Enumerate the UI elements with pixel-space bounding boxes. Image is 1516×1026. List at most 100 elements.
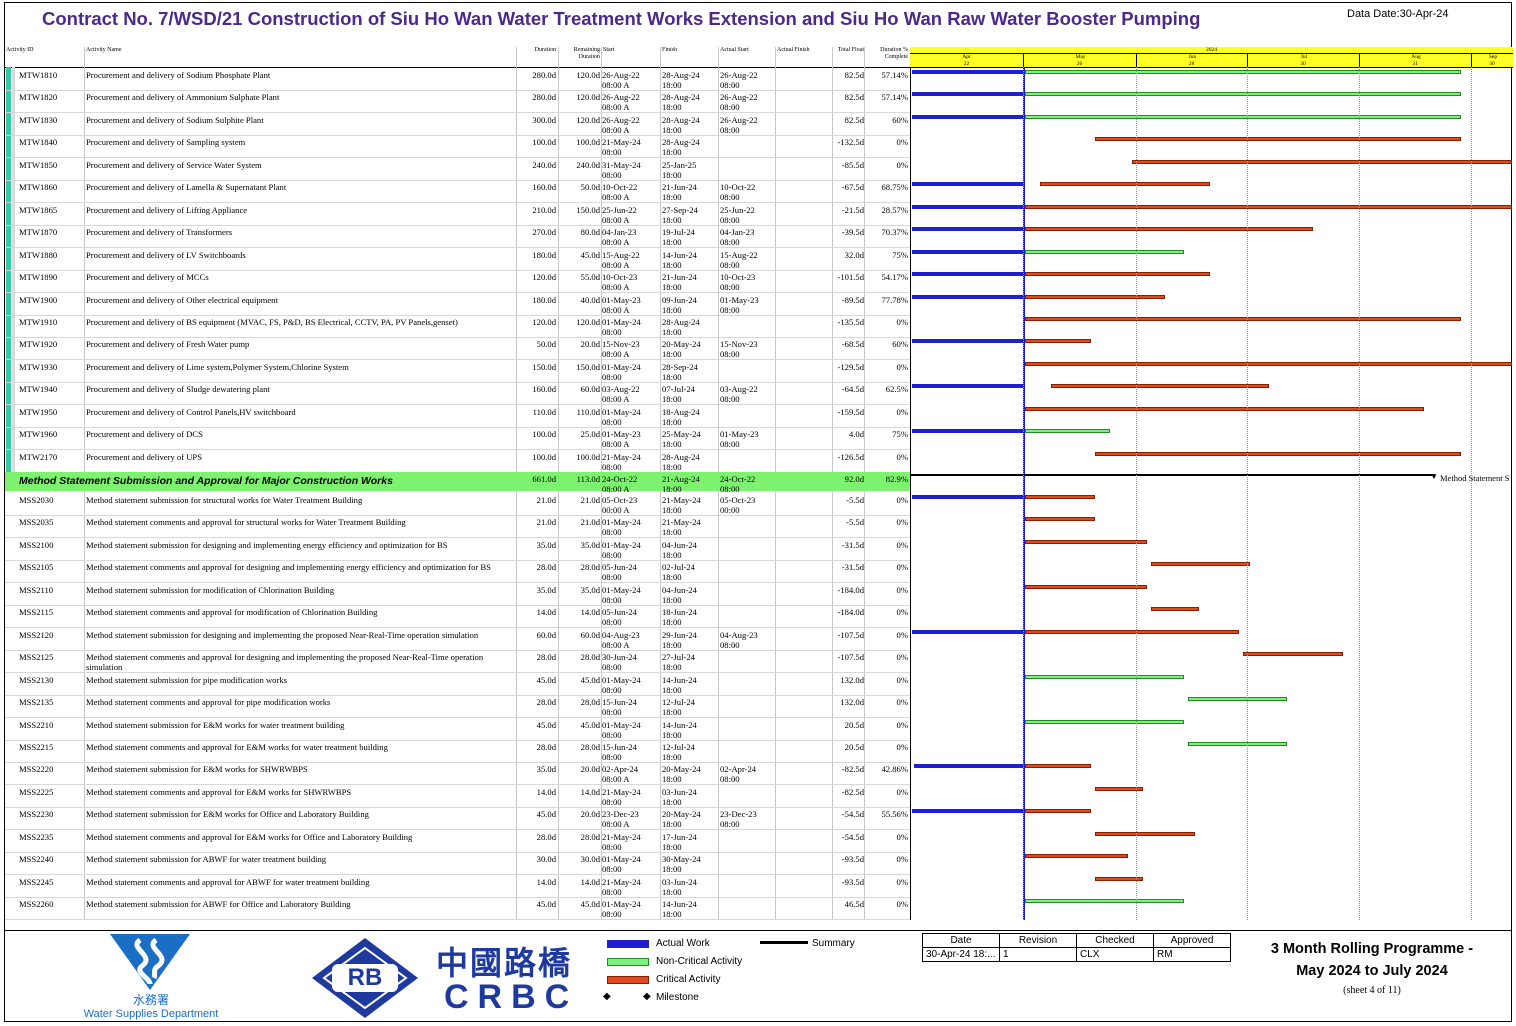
table-row[interactable]: MTW1860 Procurement and delivery of Lamel… (5, 180, 910, 204)
table-row[interactable]: MSS2240 Method statement submission for A… (5, 852, 910, 876)
critical-activity-bar[interactable] (1025, 629, 1240, 634)
actual-work-bar[interactable] (912, 114, 1023, 119)
table-row[interactable]: MSS2210 Method statement submission for E… (5, 718, 910, 741)
non-critical-activity-bar[interactable] (1025, 114, 1462, 119)
non-critical-activity-bar[interactable] (1025, 899, 1184, 904)
actual-work-bar[interactable] (912, 495, 1023, 499)
critical-activity-bar[interactable] (1095, 451, 1462, 456)
programme-line2: May 2024 to July 2024 (1296, 963, 1448, 979)
critical-activity-bar[interactable] (1025, 495, 1095, 499)
table-row[interactable]: MTW1820 Procurement and delivery of Ammon… (5, 90, 910, 114)
table-row[interactable]: MSS2105 Method statement comments and app… (5, 560, 910, 584)
table-row[interactable]: MTW1865 Procurement and delivery of Lifti… (5, 203, 910, 226)
critical-activity-bar[interactable] (1025, 517, 1095, 522)
critical-activity-bar[interactable] (1025, 764, 1092, 769)
critical-activity-bar[interactable] (1025, 406, 1425, 411)
actual-work-bar[interactable] (912, 92, 1023, 97)
cell-start: 01-May-23 (602, 294, 641, 305)
table-row[interactable]: MTW1960 Procurement and delivery of DCS 10… (5, 427, 910, 451)
actual-work-bar[interactable] (912, 182, 1023, 187)
non-critical-activity-bar[interactable] (1025, 719, 1184, 724)
actual-work-bar[interactable] (912, 339, 1023, 344)
non-critical-activity-bar[interactable] (1025, 92, 1462, 97)
table-row[interactable]: MSS2110 Method statement submission for m… (5, 583, 910, 606)
critical-activity-bar[interactable] (1243, 652, 1343, 657)
table-row[interactable]: MSS2220 Method statement submission for E… (5, 762, 910, 786)
actual-work-bar[interactable] (912, 204, 1023, 209)
table-row[interactable]: MSS2130 Method statement submission for p… (5, 673, 910, 696)
table-row[interactable]: MSS2100 Method statement submission for d… (5, 538, 910, 561)
critical-activity-bar[interactable] (1095, 831, 1195, 836)
table-row[interactable]: MTW1880 Procurement and delivery of LV Sw… (5, 248, 910, 271)
critical-activity-bar[interactable] (1095, 876, 1144, 881)
critical-activity-bar[interactable] (1025, 361, 1512, 366)
table-row[interactable]: MSS2135 Method statement comments and app… (5, 695, 910, 719)
table-row[interactable]: MSS2035 Method statement comments and app… (5, 515, 910, 539)
actual-work-bar[interactable] (912, 629, 1023, 634)
table-row[interactable]: MTW1850 Procurement and delivery of Servi… (5, 158, 910, 181)
cell-start: 02-Apr-24 (602, 764, 639, 775)
actual-work-bar[interactable] (912, 249, 1023, 254)
non-critical-activity-bar[interactable] (1025, 429, 1110, 434)
table-row[interactable]: MTW1930 Procurement and delivery of Lime … (5, 360, 910, 383)
critical-activity-bar[interactable] (1025, 584, 1147, 589)
table-row[interactable]: MTW1810 Procurement and delivery of Sodiu… (5, 68, 910, 91)
table-row[interactable]: MSS2215 Method statement comments and app… (5, 740, 910, 763)
actual-work-bar[interactable] (912, 809, 1023, 814)
actual-work-bar[interactable] (912, 70, 1023, 74)
actual-work-bar[interactable] (912, 384, 1023, 389)
critical-activity-bar[interactable] (1150, 607, 1199, 612)
critical-activity-bar[interactable] (1025, 339, 1092, 344)
non-critical-activity-bar[interactable] (1025, 249, 1184, 254)
table-row[interactable]: MSS2115 Method statement comments and app… (5, 605, 910, 629)
critical-activity-bar[interactable] (1050, 384, 1269, 389)
critical-activity-bar[interactable] (1025, 854, 1129, 859)
cell-start: 10-Oct-23 (602, 272, 638, 283)
critical-activity-bar[interactable] (1095, 786, 1144, 791)
table-row[interactable]: MTW2170 Procurement and delivery of UPS 10… (5, 450, 910, 473)
critical-activity-bar[interactable] (1025, 809, 1092, 814)
non-critical-activity-bar[interactable] (1025, 70, 1462, 74)
critical-activity-bar[interactable] (1025, 204, 1512, 209)
table-row[interactable]: MSS2260 Method statement submission for A… (5, 897, 910, 921)
cell-pc: 0% (896, 539, 908, 550)
table-row[interactable]: MTW1920 Procurement and delivery of Fresh… (5, 337, 910, 361)
critical-activity-bar[interactable] (1025, 227, 1314, 232)
table-row[interactable]: MTW1950 Procurement and delivery of Contr… (5, 405, 910, 428)
actual-work-bar[interactable] (912, 429, 1023, 434)
cell-id: MTW1850 (19, 159, 58, 170)
critical-activity-bar[interactable] (1132, 159, 1512, 164)
table-row[interactable]: MTW1870 Procurement and delivery of Trans… (5, 225, 910, 249)
actual-work-bar[interactable] (912, 227, 1023, 232)
table-row[interactable]: MSS2125 Method statement comments and app… (5, 650, 910, 674)
table-row[interactable]: MTW1890 Procurement and delivery of MCCs 1… (5, 270, 910, 294)
cell-name: Procurement and delivery of Lime system,… (86, 361, 349, 372)
table-row[interactable]: MTW1840 Procurement and delivery of Sampl… (5, 135, 910, 159)
critical-activity-bar[interactable] (1025, 539, 1147, 544)
cell-start: 01-May-24 (602, 584, 641, 595)
table-row[interactable]: MSS2120 Method statement submission for d… (5, 628, 910, 651)
table-row[interactable]: MTW1830 Procurement and delivery of Sodiu… (5, 113, 910, 136)
table-row[interactable]: MSS2030 Method statement submission for s… (5, 493, 910, 516)
non-critical-activity-bar[interactable] (1025, 674, 1184, 679)
critical-activity-bar[interactable] (1025, 316, 1462, 321)
non-critical-activity-bar[interactable] (1187, 741, 1288, 746)
actual-work-bar[interactable] (912, 294, 1023, 299)
table-row[interactable]: MSS2235 Method statement comments and app… (5, 830, 910, 853)
critical-activity-bar[interactable] (1025, 294, 1166, 299)
legend-milestone-label: Milestone (656, 992, 699, 1003)
table-row[interactable]: MSS2225 Method statement comments and app… (5, 785, 910, 808)
non-critical-activity-bar[interactable] (1187, 697, 1288, 702)
table-row[interactable]: MTW1940 Procurement and delivery of Sludg… (5, 382, 910, 406)
critical-activity-bar[interactable] (1025, 272, 1210, 277)
table-row[interactable]: MSS2230 Method statement submission for E… (5, 807, 910, 831)
table-row[interactable]: MTW1900 Procurement and delivery of Other… (5, 293, 910, 316)
actual-work-bar[interactable] (913, 764, 1023, 769)
table-row[interactable]: MTW1910 Procurement and delivery of BS eq… (5, 315, 910, 338)
critical-activity-bar[interactable] (1039, 182, 1210, 187)
actual-work-bar[interactable] (912, 272, 1023, 277)
critical-activity-bar[interactable] (1150, 562, 1251, 567)
table-row[interactable]: MSS2245 Method statement comments and app… (5, 875, 910, 898)
critical-activity-bar[interactable] (1095, 137, 1462, 142)
group-band[interactable]: Method Statement Submission and Approval… (5, 472, 910, 494)
